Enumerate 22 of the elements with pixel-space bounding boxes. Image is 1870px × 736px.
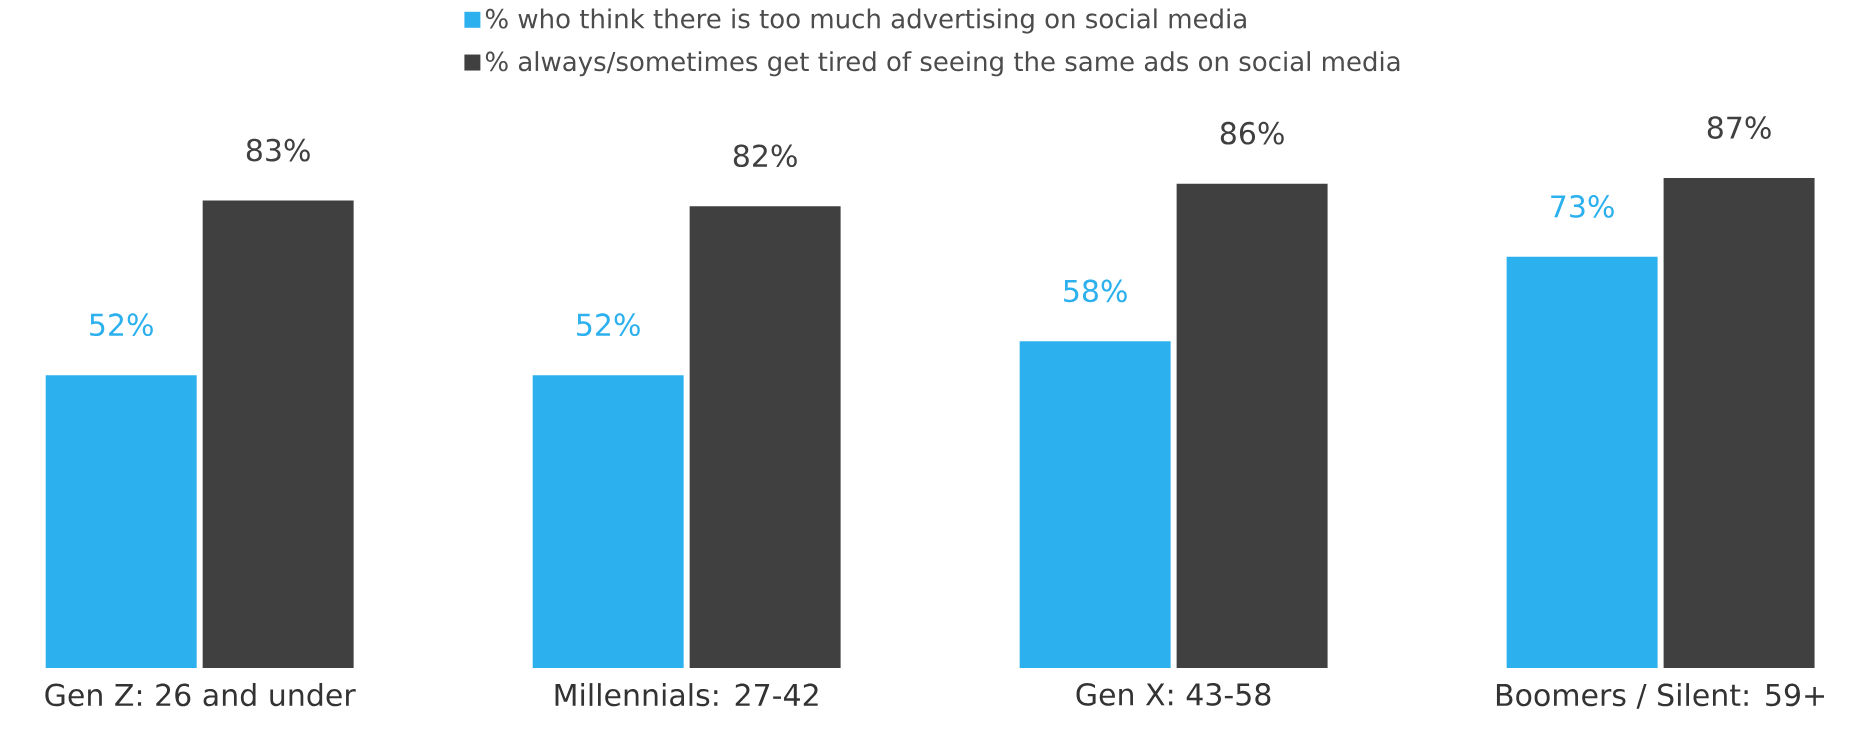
legend-label: % who think there is too much advertising on social media <box>485 8 1246 34</box>
data-label: 58% <box>1064 279 1127 303</box>
data-label: 82% <box>733 144 797 168</box>
bar <box>1663 178 1815 668</box>
data-label: 52% <box>577 313 640 337</box>
data-label: 83% <box>246 138 310 162</box>
x-tick-label: Boomers / Silent: 59+ <box>1496 683 1824 709</box>
data-label: 73% <box>1551 195 1614 218</box>
bar <box>202 200 354 668</box>
bar <box>45 375 197 668</box>
bar <box>1019 341 1171 668</box>
x-tick-label: Millennials: 27-42 <box>555 683 818 707</box>
x-tick-label: Gen X: 43-58 <box>1076 683 1271 706</box>
data-label: 87% <box>1707 116 1771 139</box>
legend-label: % always/sometimes get tired of seeing the same ads on social media <box>485 51 1400 77</box>
data-label: 52% <box>90 313 153 337</box>
bar <box>532 375 684 668</box>
bar <box>1176 183 1328 668</box>
data-label: 86% <box>1220 121 1284 145</box>
x-tick-label: Gen Z: 26 and under <box>45 683 356 707</box>
bar <box>689 206 841 668</box>
bar <box>1506 256 1658 668</box>
